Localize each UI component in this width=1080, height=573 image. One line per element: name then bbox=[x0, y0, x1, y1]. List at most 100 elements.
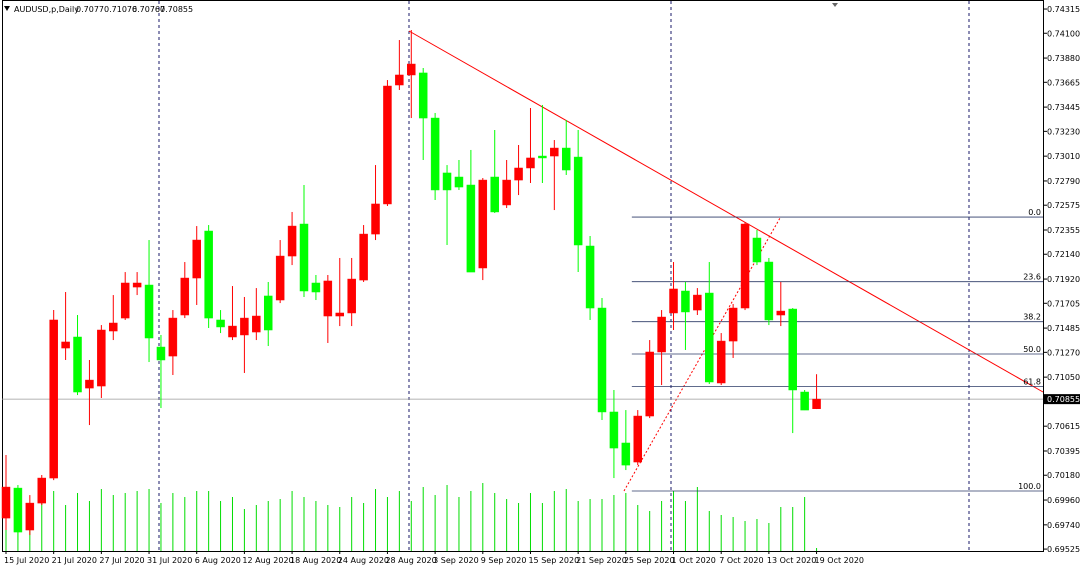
x-tick-label: 28 Aug 2020 bbox=[385, 556, 436, 565]
candle-body bbox=[621, 442, 631, 466]
y-tick-label: 0.71705 bbox=[1047, 299, 1080, 308]
x-tick-label: 6 Aug 2020 bbox=[195, 556, 241, 565]
candle-body bbox=[633, 415, 643, 463]
header-low: 0.70767 bbox=[132, 5, 165, 14]
candle-body bbox=[25, 502, 35, 531]
y-tick-label: 0.74100 bbox=[1047, 29, 1080, 38]
y-tick-label: 0.73665 bbox=[1047, 78, 1080, 87]
candle-body bbox=[752, 237, 762, 263]
candles bbox=[1, 29, 821, 541]
x-tick-label: 15 Jul 2020 bbox=[4, 556, 49, 565]
candle-body bbox=[466, 184, 476, 273]
fibo-label: 61.8 bbox=[1023, 377, 1041, 386]
plot-frame bbox=[2, 0, 1044, 552]
fibo-label: 100.0 bbox=[1018, 482, 1041, 491]
candle-body bbox=[252, 315, 261, 333]
candle-body bbox=[812, 398, 821, 409]
period-separators bbox=[158, 1, 970, 551]
candle-body bbox=[275, 255, 285, 301]
fibo-label: 38.2 bbox=[1023, 313, 1041, 322]
candle-body bbox=[383, 85, 392, 205]
candle-body bbox=[61, 341, 70, 349]
candle-body bbox=[287, 225, 297, 257]
menu-arrow[interactable] bbox=[4, 6, 10, 11]
candle-body bbox=[1, 486, 11, 519]
x-tick-label: 3 Sep 2020 bbox=[433, 556, 479, 565]
x-tick-label: 27 Jul 2020 bbox=[99, 556, 144, 565]
candle-body bbox=[228, 325, 237, 338]
candle-body bbox=[97, 329, 106, 387]
candle-body bbox=[323, 280, 333, 317]
candle-body bbox=[109, 322, 118, 332]
y-tick-label: 0.71050 bbox=[1047, 373, 1080, 382]
current-price-box bbox=[1044, 394, 1080, 405]
candle-body bbox=[693, 294, 702, 311]
candle-body bbox=[454, 176, 464, 188]
candle-body bbox=[120, 282, 130, 319]
x-tick-label: 21 Jul 2020 bbox=[52, 556, 97, 565]
candle-body bbox=[144, 284, 154, 339]
x-tick-label: 9 Sep 2020 bbox=[481, 556, 527, 565]
x-tick-label: 7 Oct 2020 bbox=[719, 556, 763, 565]
candle-body bbox=[299, 223, 309, 292]
candle-body bbox=[240, 317, 249, 336]
header-high: 0.71076 bbox=[104, 5, 137, 14]
candle-body bbox=[430, 117, 440, 191]
y-tick-label: 0.73010 bbox=[1047, 152, 1080, 161]
y-tick-label: 0.73230 bbox=[1047, 127, 1080, 136]
candle-body bbox=[740, 223, 750, 309]
candle-body bbox=[716, 340, 726, 384]
candle-body bbox=[538, 155, 547, 159]
y-tick-label: 0.70615 bbox=[1047, 422, 1080, 431]
y-tick-label: 0.69740 bbox=[1047, 521, 1080, 530]
candle-body bbox=[335, 312, 345, 317]
candle-body bbox=[681, 290, 690, 313]
candle-body bbox=[311, 282, 321, 293]
candle-body bbox=[263, 295, 273, 331]
x-tick-label: 15 Sep 2020 bbox=[528, 556, 579, 565]
candle-body bbox=[478, 179, 488, 269]
x-tick-label: 21 Sep 2020 bbox=[576, 556, 627, 565]
candle-body bbox=[657, 316, 666, 353]
symbol-title: AUDUSD,p,Daily bbox=[14, 5, 79, 14]
candle-body bbox=[418, 72, 428, 119]
candle-body bbox=[573, 156, 583, 246]
y-tick-label: 0.71485 bbox=[1047, 324, 1080, 333]
current-price-label: 0.70855 bbox=[1047, 395, 1080, 404]
candle-body bbox=[514, 167, 523, 181]
candle-body bbox=[597, 307, 607, 413]
x-tick-label: 12 Aug 2020 bbox=[242, 556, 293, 565]
candle-body bbox=[561, 147, 571, 171]
candle-body bbox=[180, 277, 190, 316]
y-tick-label: 0.73445 bbox=[1047, 103, 1080, 112]
candle-body bbox=[85, 379, 94, 389]
candle-body bbox=[550, 147, 559, 157]
candle-body bbox=[168, 317, 178, 357]
y-tick-label: 0.72790 bbox=[1047, 177, 1080, 186]
candle-body bbox=[490, 176, 499, 213]
candle-body bbox=[13, 487, 23, 533]
candle-body bbox=[37, 477, 47, 504]
y-tick-label: 0.74315 bbox=[1047, 5, 1080, 14]
candle-body bbox=[526, 157, 535, 169]
candle-body bbox=[728, 307, 738, 342]
candle-body bbox=[788, 308, 797, 391]
candle-body bbox=[800, 391, 809, 411]
fibo-label: 50.0 bbox=[1023, 345, 1041, 354]
header-open: 0.7077 bbox=[76, 5, 104, 14]
x-tick-label: 24 Aug 2020 bbox=[338, 556, 389, 565]
candle-body bbox=[442, 172, 452, 191]
scroll-marker bbox=[832, 3, 838, 7]
candle-body bbox=[645, 351, 654, 417]
y-tick-label: 0.70395 bbox=[1047, 447, 1080, 456]
candle-body bbox=[192, 239, 201, 279]
x-tick-label: 25 Sep 2020 bbox=[624, 556, 675, 565]
volume-layer bbox=[5, 483, 818, 551]
candle-body bbox=[216, 319, 225, 328]
trend-line bbox=[408, 30, 1044, 393]
y-tick-label: 0.71920 bbox=[1047, 275, 1080, 284]
header-close: 0.70855 bbox=[160, 5, 193, 14]
x-tick-label: 18 Aug 2020 bbox=[290, 556, 341, 565]
